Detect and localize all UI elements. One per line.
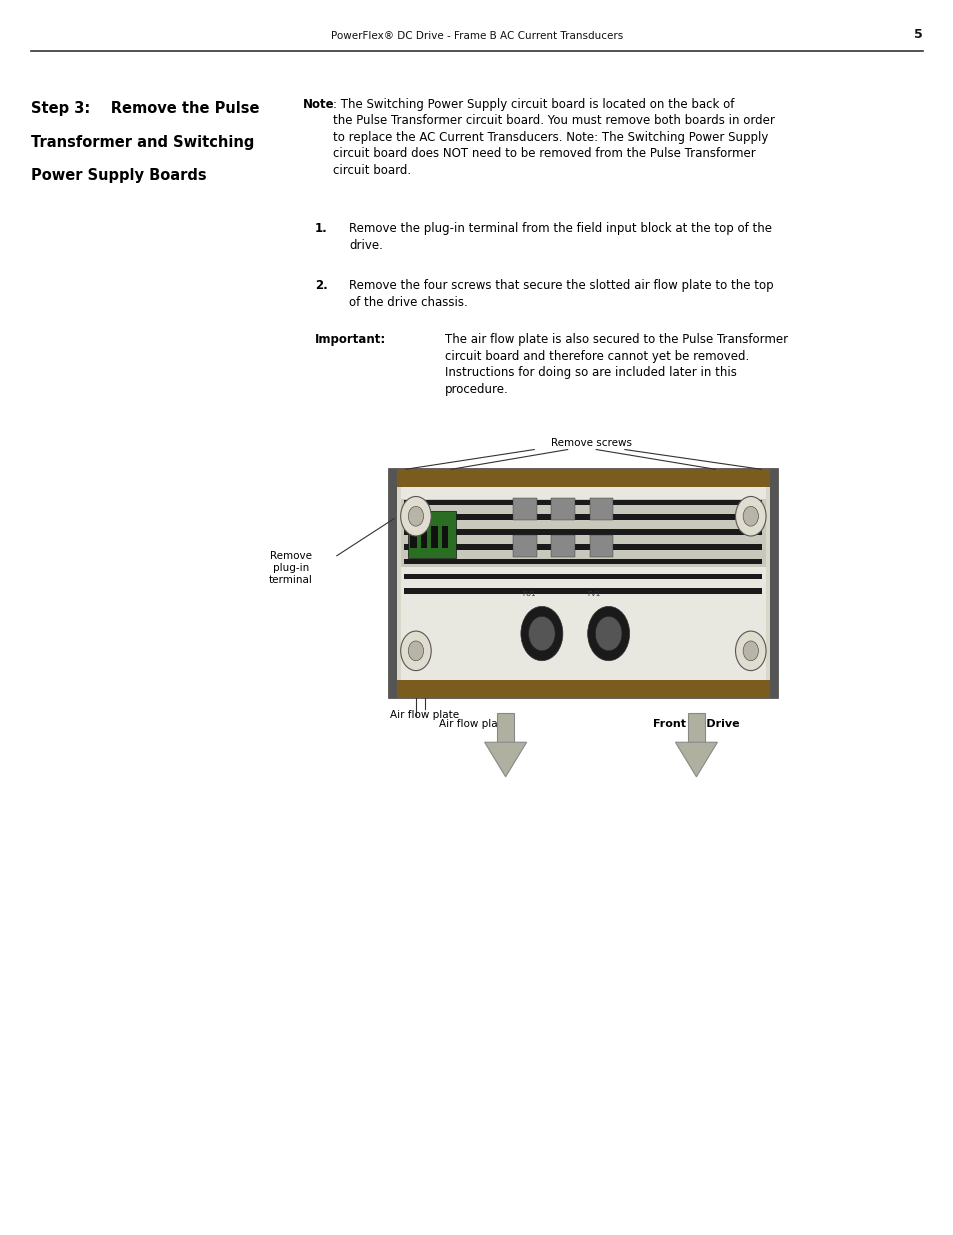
FancyBboxPatch shape xyxy=(513,535,537,557)
FancyBboxPatch shape xyxy=(513,498,537,520)
Text: Front of Drive: Front of Drive xyxy=(653,719,740,729)
FancyBboxPatch shape xyxy=(404,515,761,520)
Text: FU1: FU1 xyxy=(522,590,536,597)
FancyBboxPatch shape xyxy=(589,498,613,520)
Text: Power Supply Boards: Power Supply Boards xyxy=(30,168,206,183)
Text: Remove the plug-in terminal from the field input block at the top of the
drive.: Remove the plug-in terminal from the fie… xyxy=(349,222,771,252)
Circle shape xyxy=(735,631,765,671)
Circle shape xyxy=(742,641,758,661)
Text: Air flow plate: Air flow plate xyxy=(438,719,507,729)
Text: Remove the four screws that secure the slotted air flow plate to the top
of the : Remove the four screws that secure the s… xyxy=(349,279,773,309)
Text: 5: 5 xyxy=(913,28,922,41)
Text: 2.: 2. xyxy=(314,279,327,293)
FancyBboxPatch shape xyxy=(420,526,427,548)
FancyBboxPatch shape xyxy=(400,487,765,680)
Polygon shape xyxy=(484,742,526,777)
Circle shape xyxy=(528,616,555,651)
Text: Remove screws: Remove screws xyxy=(551,438,631,448)
Bar xyxy=(687,713,704,745)
Text: The air flow plate is also secured to the Pulse Transformer
circuit board and th: The air flow plate is also secured to th… xyxy=(444,333,787,396)
FancyBboxPatch shape xyxy=(769,469,777,698)
FancyBboxPatch shape xyxy=(389,469,777,487)
FancyBboxPatch shape xyxy=(404,573,761,579)
Circle shape xyxy=(408,641,423,661)
FancyBboxPatch shape xyxy=(408,511,456,558)
FancyBboxPatch shape xyxy=(410,526,416,548)
Circle shape xyxy=(595,616,621,651)
Text: Remove
plug-in
terminal: Remove plug-in terminal xyxy=(269,551,313,585)
Circle shape xyxy=(400,631,431,671)
Text: FV1: FV1 xyxy=(587,590,600,597)
FancyBboxPatch shape xyxy=(589,535,613,557)
Text: : The Switching Power Supply circuit board is located on the back of
the Pulse T: : The Switching Power Supply circuit boa… xyxy=(333,98,774,177)
Text: Air flow plate: Air flow plate xyxy=(390,710,458,720)
FancyBboxPatch shape xyxy=(389,469,777,698)
Polygon shape xyxy=(675,742,717,777)
Text: Important:: Important: xyxy=(314,333,386,347)
Circle shape xyxy=(520,606,562,661)
Text: PowerFlex® DC Drive - Frame B AC Current Transducers: PowerFlex® DC Drive - Frame B AC Current… xyxy=(331,31,622,41)
Circle shape xyxy=(735,496,765,536)
Circle shape xyxy=(587,606,629,661)
Circle shape xyxy=(408,506,423,526)
Text: Transformer and Switching: Transformer and Switching xyxy=(30,135,253,149)
FancyBboxPatch shape xyxy=(404,543,761,550)
FancyBboxPatch shape xyxy=(551,535,575,557)
FancyBboxPatch shape xyxy=(404,529,761,535)
FancyBboxPatch shape xyxy=(389,469,396,698)
FancyBboxPatch shape xyxy=(404,558,761,564)
Text: 1.: 1. xyxy=(314,222,327,236)
FancyBboxPatch shape xyxy=(404,500,761,505)
FancyBboxPatch shape xyxy=(404,589,761,594)
FancyBboxPatch shape xyxy=(389,680,777,698)
Text: Step 3:    Remove the Pulse: Step 3: Remove the Pulse xyxy=(30,101,259,116)
Text: Note: Note xyxy=(303,98,335,111)
FancyBboxPatch shape xyxy=(441,526,448,548)
Circle shape xyxy=(400,496,431,536)
Circle shape xyxy=(742,506,758,526)
FancyBboxPatch shape xyxy=(431,526,437,548)
FancyBboxPatch shape xyxy=(400,499,765,567)
FancyBboxPatch shape xyxy=(551,498,575,520)
Bar xyxy=(497,713,514,745)
